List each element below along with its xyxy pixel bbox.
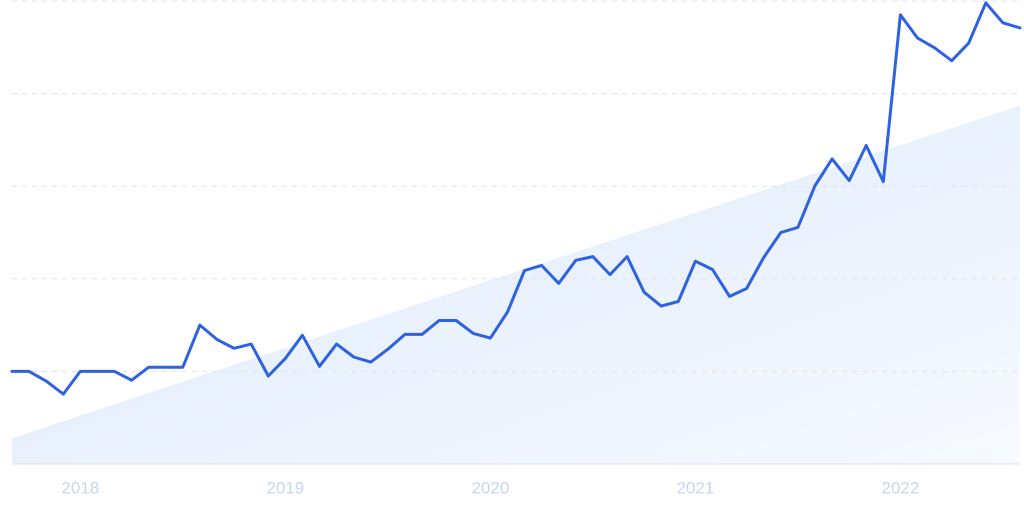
x-tick-label: 2020 (471, 478, 509, 497)
x-tick-label: 2022 (881, 478, 919, 497)
trend-area (12, 105, 1020, 464)
x-tick-label: 2021 (676, 478, 714, 497)
x-tick-label: 2018 (61, 478, 99, 497)
x-tick-label: 2019 (266, 478, 304, 497)
series-line (10, 1, 1022, 396)
